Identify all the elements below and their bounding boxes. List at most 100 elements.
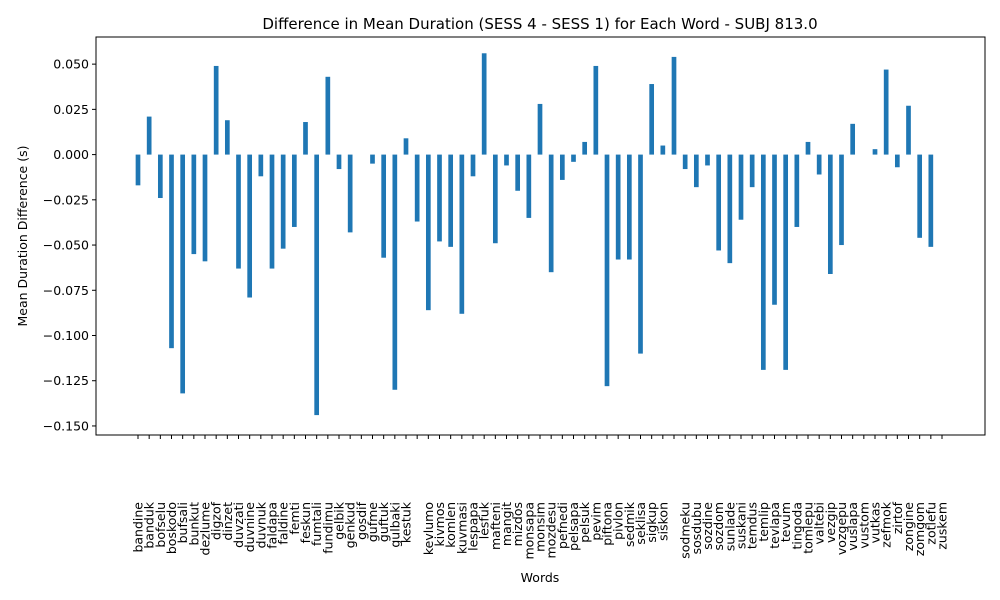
bar [548,154,554,273]
bar [738,154,744,220]
x-tick-label: kevlumo [421,502,436,555]
bar [772,154,777,305]
bar [146,116,152,155]
x-tick-label: piftona [600,502,615,546]
bar [336,154,342,170]
bar [749,154,755,188]
x-tick-label: sunlade [722,502,737,551]
bar [883,69,889,155]
bar [425,154,431,311]
y-axis-title: Mean Duration Difference (s) [15,146,30,327]
x-tick-label: komlen [443,502,458,548]
x-tick-label: duvzati [231,502,246,548]
bar [504,154,509,166]
x-tick-label: zefmok [879,501,894,547]
x-tick-label: digzof [209,501,224,540]
bar [370,154,375,164]
bar [392,154,398,390]
y-tick-label: 0.000 [53,147,89,162]
x-tick-label: mafteni [488,502,503,550]
bar [928,154,934,247]
x-tick-label: dezlume [198,502,213,556]
bar [917,154,923,238]
bar [492,154,498,244]
x-tick-label: bunkut [186,502,201,546]
bar [604,154,610,387]
x-tick-label: lesfuk [477,501,492,539]
x-tick-label: sozdine [700,502,715,550]
x-tick-label: monsapa [521,502,536,560]
x-tick-label: tevlapa [767,502,782,549]
x-tick-label: boskodo [164,502,179,554]
x-tick-label: femti [287,502,302,535]
x-tick-label: pelsapa [566,502,581,551]
x-tick-label: vozgepu [834,502,849,555]
bar [325,76,331,155]
bar [783,154,789,370]
x-tick-label: bandine [131,502,146,553]
y-tick-label: −0.150 [43,418,89,433]
y-tick-label: −0.100 [43,328,89,343]
x-tick-label: duvnuk [253,501,268,548]
bar [437,154,442,242]
bar [169,154,174,349]
x-tick-label: fumtali [309,502,324,546]
x-tick-label: tingoda [789,502,804,549]
bar [850,123,856,155]
bar [872,149,878,155]
bar [448,154,454,247]
plot-frame [95,36,986,436]
bar [414,154,420,222]
bar [638,154,643,354]
x-tick-label: zuskem [935,502,950,550]
x-tick-label: fundimu [320,502,335,554]
bar [894,154,900,168]
bar [269,154,275,269]
bar [805,141,811,155]
bar [816,154,822,175]
x-tick-label: valtebi [812,502,827,545]
x-tick-label: feskun [298,502,313,543]
bar [191,154,197,255]
x-tick-label: lespapa [466,502,481,551]
bar [459,154,465,314]
x-tick-label: sosdubu [689,502,704,554]
bar [705,154,710,166]
x-tick-label: kuvmasi [454,502,469,554]
bar [157,154,163,199]
y-tick-label: −0.050 [43,238,89,253]
x-tick-label: genkud [343,502,358,548]
x-tick-label: siskon [655,502,670,541]
x-tick-label: sedmik [622,501,637,547]
bar [626,154,632,260]
x-tick-label: faldapa [265,502,280,549]
bar [760,154,766,370]
bar [727,154,733,264]
bar [135,154,141,186]
bar [839,154,844,246]
y-tick-label: 0.025 [53,102,89,117]
bar [671,56,677,155]
bar [247,154,253,298]
bar [213,65,219,155]
bar [280,154,286,249]
bar [224,120,230,155]
bar [649,84,655,155]
x-tick-label: zotlefu [923,502,938,545]
x-tick-label: sozdom [711,502,726,550]
y-tick-label: −0.025 [43,192,89,207]
bar [470,154,476,177]
chart-title: Difference in Mean Duration (SESS 4 - SE… [262,15,817,33]
x-tick-label: seklisa [633,502,648,545]
bar [180,154,186,394]
x-tick-label: zomgom [912,502,927,556]
x-tick-label: pefnedi [555,502,570,549]
x-tick-label: guftuk [376,501,391,542]
x-tick-label: gosdif [354,501,369,540]
bar [403,138,409,155]
x-tick-label: gufme [365,502,380,542]
bars [135,53,934,416]
x-tick-label: vustom [856,502,871,549]
bar [202,154,208,262]
